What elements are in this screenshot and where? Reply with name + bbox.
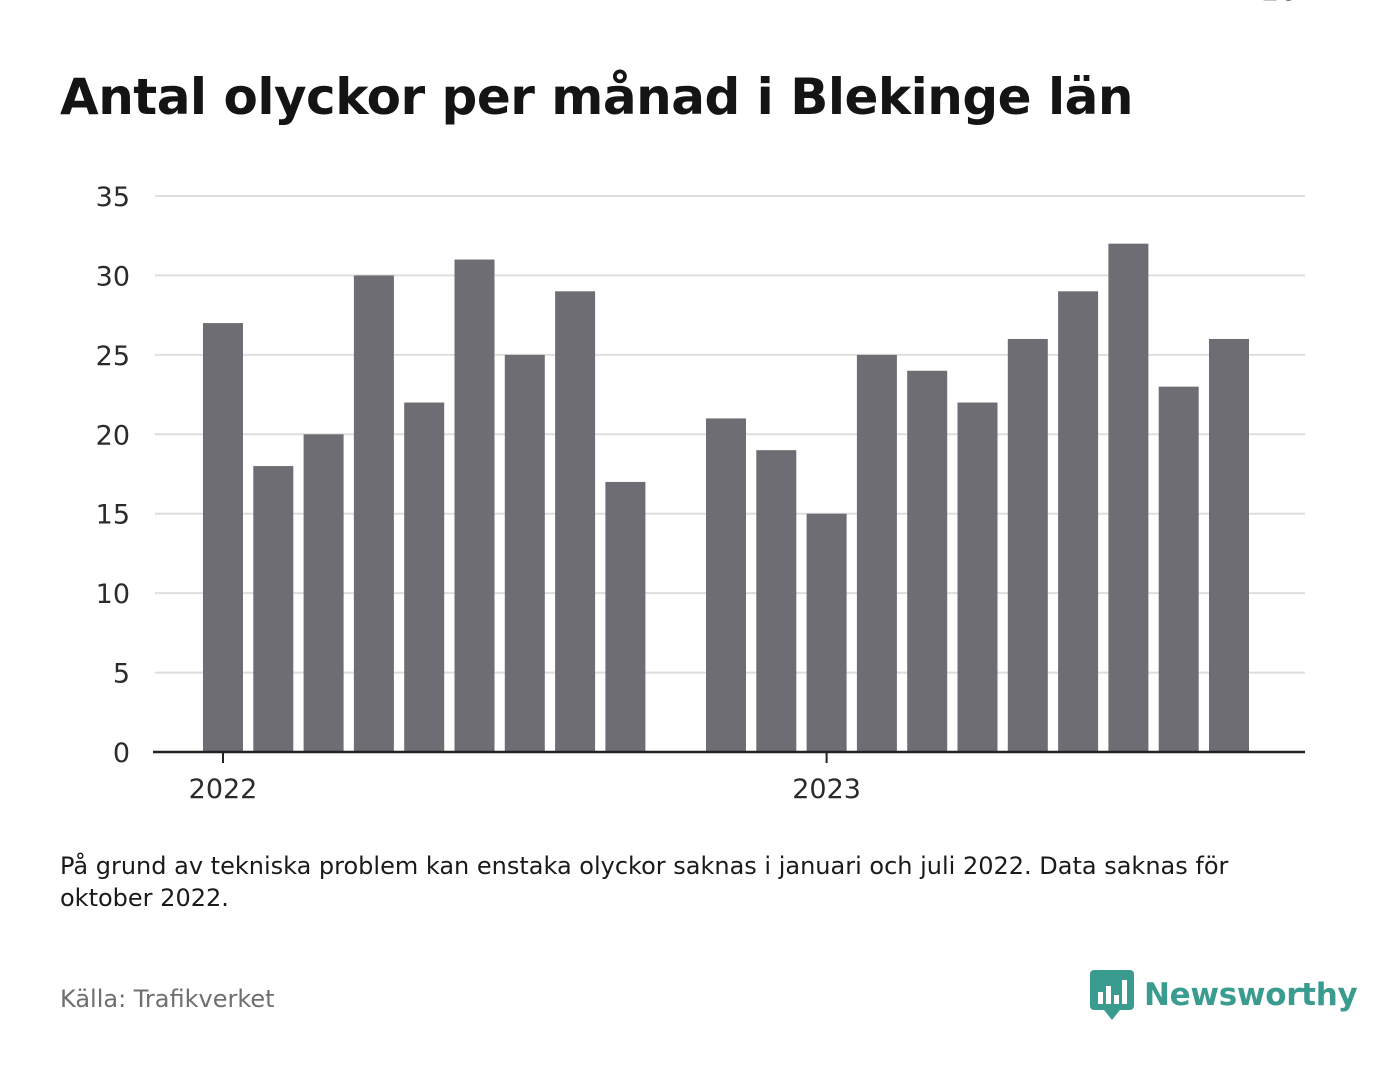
bar xyxy=(555,291,596,752)
bar xyxy=(957,402,998,752)
y-tick-label: 5 xyxy=(113,659,130,690)
bar xyxy=(404,402,445,752)
bar xyxy=(706,418,746,752)
bar xyxy=(504,354,545,752)
bar xyxy=(1158,386,1199,752)
bar xyxy=(1007,338,1048,752)
chart-note: På grund av tekniska problem kan enstaka… xyxy=(60,852,1229,912)
bar xyxy=(454,259,495,752)
x-axis: 2022 2023 xyxy=(153,750,1305,805)
y-tick-label: 30 xyxy=(96,261,130,292)
data-label: 26 xyxy=(1261,0,1297,7)
bar xyxy=(1108,243,1149,752)
bar xyxy=(907,370,948,752)
bar xyxy=(1209,338,1249,752)
bar xyxy=(605,481,646,752)
newsworthy-logo-icon xyxy=(1090,970,1134,1020)
brand-name: Newsworthy xyxy=(1144,977,1358,1013)
data-labels: 26 xyxy=(1261,0,1297,7)
bar xyxy=(1058,291,1099,752)
y-axis-ticks: 0 5 10 15 20 25 30 35 xyxy=(96,182,130,769)
y-tick-label: 35 xyxy=(96,182,130,213)
x-tick-label: 2023 xyxy=(792,774,861,805)
source-text: Källa: Trafikverket xyxy=(60,985,275,1013)
bars xyxy=(203,243,1249,752)
bar xyxy=(303,434,344,752)
bar-chart: 0 5 10 15 20 25 30 35 2022 2023 26 xyxy=(96,0,1305,805)
y-tick-label: 25 xyxy=(96,341,130,372)
y-tick-label: 0 xyxy=(113,738,130,769)
bar xyxy=(253,466,294,752)
bar xyxy=(203,323,243,752)
chart-title: Antal olyckor per månad i Blekinge län xyxy=(60,68,1133,126)
y-tick-label: 10 xyxy=(96,579,130,610)
y-tick-label: 15 xyxy=(96,500,130,531)
bar xyxy=(856,354,897,752)
brand-logo[interactable]: Newsworthy xyxy=(1090,970,1358,1020)
bar xyxy=(353,275,394,752)
bar xyxy=(806,513,847,752)
x-tick-label: 2022 xyxy=(189,774,258,805)
y-tick-label: 20 xyxy=(96,420,130,451)
bar xyxy=(756,450,797,752)
